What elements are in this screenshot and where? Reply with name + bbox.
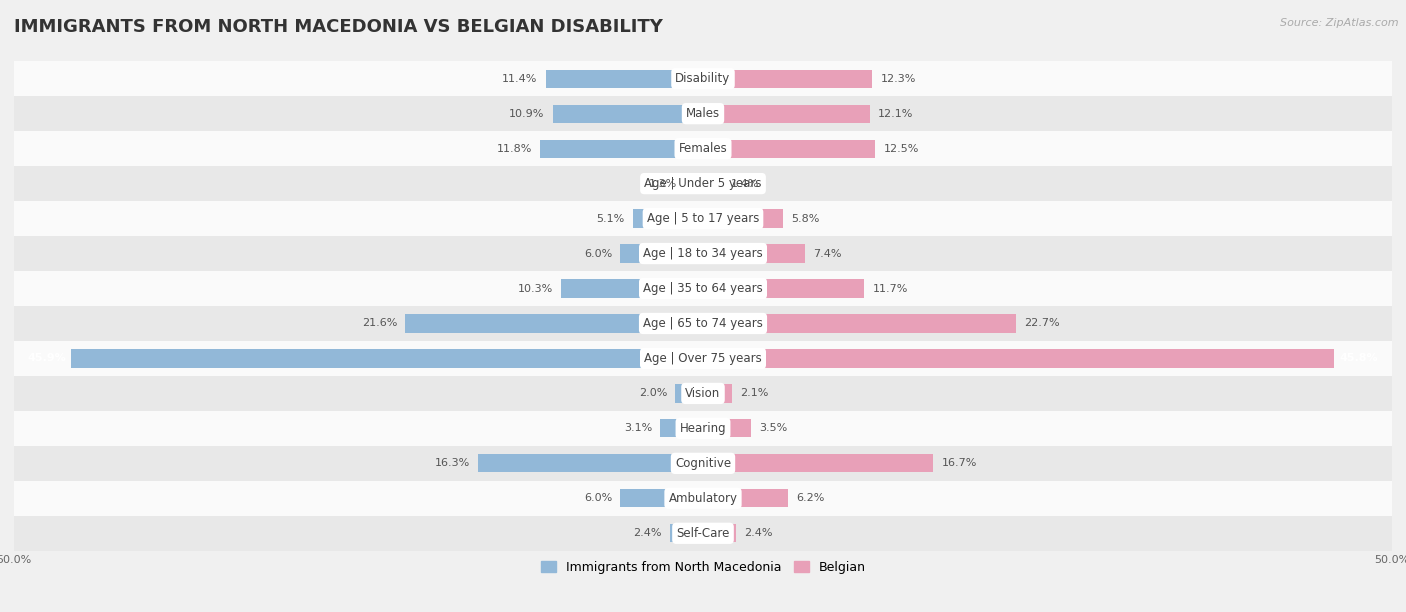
Text: 22.7%: 22.7% — [1024, 318, 1060, 329]
Text: Males: Males — [686, 107, 720, 120]
Text: 2.1%: 2.1% — [740, 389, 769, 398]
Text: Age | 35 to 64 years: Age | 35 to 64 years — [643, 282, 763, 295]
Text: Vision: Vision — [685, 387, 721, 400]
Bar — [14, 411, 1392, 446]
Text: Self-Care: Self-Care — [676, 527, 730, 540]
Text: 12.1%: 12.1% — [877, 109, 914, 119]
Bar — [703, 280, 865, 297]
Bar — [14, 446, 1392, 481]
Text: 16.7%: 16.7% — [942, 458, 977, 468]
Bar — [703, 349, 1334, 368]
Bar — [675, 384, 703, 403]
Bar — [14, 341, 1392, 376]
Text: 11.7%: 11.7% — [873, 283, 908, 294]
Bar — [553, 105, 703, 123]
Text: 45.9%: 45.9% — [28, 354, 66, 364]
Bar — [633, 209, 703, 228]
Text: 3.5%: 3.5% — [759, 424, 787, 433]
Text: Age | 65 to 74 years: Age | 65 to 74 years — [643, 317, 763, 330]
Bar — [703, 419, 751, 438]
Text: 45.8%: 45.8% — [1340, 354, 1378, 364]
Text: 10.9%: 10.9% — [509, 109, 544, 119]
Text: 11.8%: 11.8% — [496, 144, 531, 154]
Bar — [14, 236, 1392, 271]
Text: Source: ZipAtlas.com: Source: ZipAtlas.com — [1281, 18, 1399, 28]
Bar — [14, 376, 1392, 411]
Text: Hearing: Hearing — [679, 422, 727, 435]
Text: 10.3%: 10.3% — [517, 283, 553, 294]
Bar — [14, 131, 1392, 166]
Bar — [14, 96, 1392, 131]
Bar — [620, 489, 703, 507]
Text: 6.2%: 6.2% — [797, 493, 825, 503]
Text: Cognitive: Cognitive — [675, 457, 731, 470]
Text: Age | 5 to 17 years: Age | 5 to 17 years — [647, 212, 759, 225]
Bar — [703, 244, 806, 263]
Bar — [478, 454, 703, 472]
Bar — [703, 209, 783, 228]
Text: 2.0%: 2.0% — [638, 389, 668, 398]
Bar — [14, 201, 1392, 236]
Bar — [561, 280, 703, 297]
Bar — [685, 174, 703, 193]
Text: Disability: Disability — [675, 72, 731, 85]
Text: 2.4%: 2.4% — [633, 528, 662, 539]
Bar — [14, 271, 1392, 306]
Text: 12.3%: 12.3% — [880, 73, 917, 84]
Bar — [14, 306, 1392, 341]
Bar — [14, 481, 1392, 516]
Text: Age | 18 to 34 years: Age | 18 to 34 years — [643, 247, 763, 260]
Text: IMMIGRANTS FROM NORTH MACEDONIA VS BELGIAN DISABILITY: IMMIGRANTS FROM NORTH MACEDONIA VS BELGI… — [14, 18, 664, 36]
Bar — [703, 524, 737, 542]
Text: 6.0%: 6.0% — [583, 248, 612, 258]
Bar — [14, 61, 1392, 96]
Bar — [546, 70, 703, 88]
Bar — [703, 454, 934, 472]
Text: 21.6%: 21.6% — [361, 318, 396, 329]
Text: 6.0%: 6.0% — [583, 493, 612, 503]
Text: 5.8%: 5.8% — [792, 214, 820, 223]
Text: 11.4%: 11.4% — [502, 73, 537, 84]
Bar — [703, 140, 875, 158]
Bar — [14, 516, 1392, 551]
Bar — [669, 524, 703, 542]
Text: Ambulatory: Ambulatory — [668, 492, 738, 505]
Bar — [70, 349, 703, 368]
Text: Age | Over 75 years: Age | Over 75 years — [644, 352, 762, 365]
Bar — [703, 174, 723, 193]
Text: 12.5%: 12.5% — [883, 144, 920, 154]
Bar — [405, 315, 703, 332]
Text: 1.3%: 1.3% — [648, 179, 676, 188]
Bar — [14, 166, 1392, 201]
Bar — [703, 489, 789, 507]
Bar — [703, 384, 733, 403]
Text: 3.1%: 3.1% — [624, 424, 652, 433]
Text: 7.4%: 7.4% — [813, 248, 842, 258]
Bar — [703, 105, 870, 123]
Bar — [661, 419, 703, 438]
Text: Females: Females — [679, 142, 727, 155]
Text: 5.1%: 5.1% — [596, 214, 624, 223]
Bar — [620, 244, 703, 263]
Bar — [703, 315, 1015, 332]
Bar — [703, 70, 873, 88]
Text: 1.4%: 1.4% — [731, 179, 759, 188]
Legend: Immigrants from North Macedonia, Belgian: Immigrants from North Macedonia, Belgian — [536, 556, 870, 579]
Bar — [540, 140, 703, 158]
Text: Age | Under 5 years: Age | Under 5 years — [644, 177, 762, 190]
Text: 2.4%: 2.4% — [744, 528, 773, 539]
Text: 16.3%: 16.3% — [434, 458, 470, 468]
